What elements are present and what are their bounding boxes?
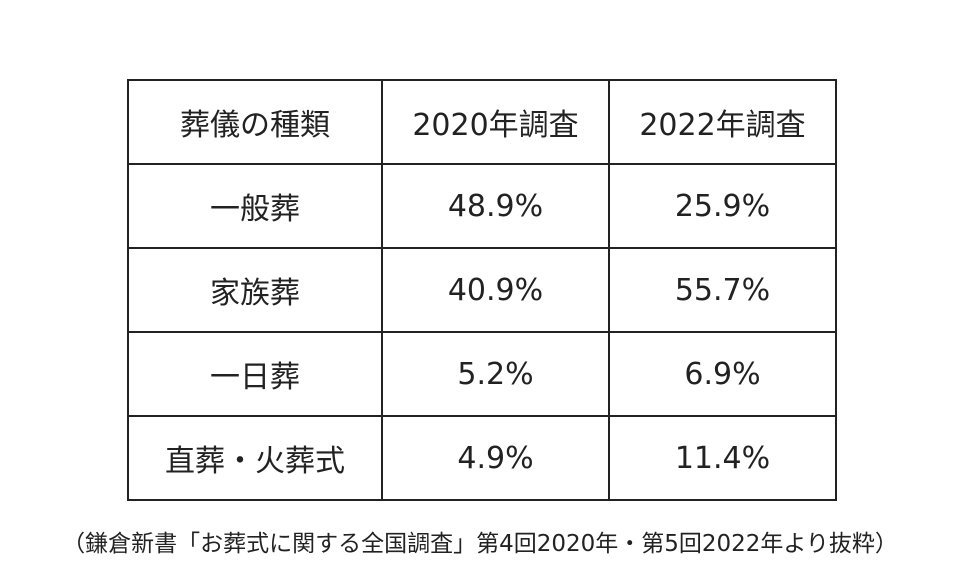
funeral-type-table-container: 葬儀の種類 2020年調査 2022年調査 一般葬 48.9% 25.9% 家族… [127,79,837,501]
cell-2020-value: 40.9% [381,247,610,333]
cell-2020-value: 4.9% [381,415,610,501]
cell-funeral-type: 家族葬 [127,247,383,333]
source-caption: （鎌倉新書「お葬式に関する全国調査」第4回2020年・第5回2022年より抜粋） [62,531,898,557]
cell-2022-value: 6.9% [608,331,837,417]
cell-funeral-type: 直葬・火葬式 [127,415,383,501]
cell-2022-value: 25.9% [608,163,837,249]
cell-2022-value: 55.7% [608,247,837,333]
cell-2020-value: 5.2% [381,331,610,417]
cell-funeral-type: 一日葬 [127,331,383,417]
table-row: 一日葬 5.2% 6.9% [127,331,837,417]
table-header-row: 葬儀の種類 2020年調査 2022年調査 [127,79,837,165]
table-row: 家族葬 40.9% 55.7% [127,247,837,333]
cell-2020-value: 48.9% [381,163,610,249]
header-2020-survey: 2020年調査 [381,79,610,165]
table-row: 一般葬 48.9% 25.9% [127,163,837,249]
cell-2022-value: 11.4% [608,415,837,501]
header-funeral-type: 葬儀の種類 [127,79,383,165]
table-row: 直葬・火葬式 4.9% 11.4% [127,415,837,501]
header-2022-survey: 2022年調査 [608,79,837,165]
funeral-type-table: 葬儀の種類 2020年調査 2022年調査 一般葬 48.9% 25.9% 家族… [127,79,837,501]
cell-funeral-type: 一般葬 [127,163,383,249]
